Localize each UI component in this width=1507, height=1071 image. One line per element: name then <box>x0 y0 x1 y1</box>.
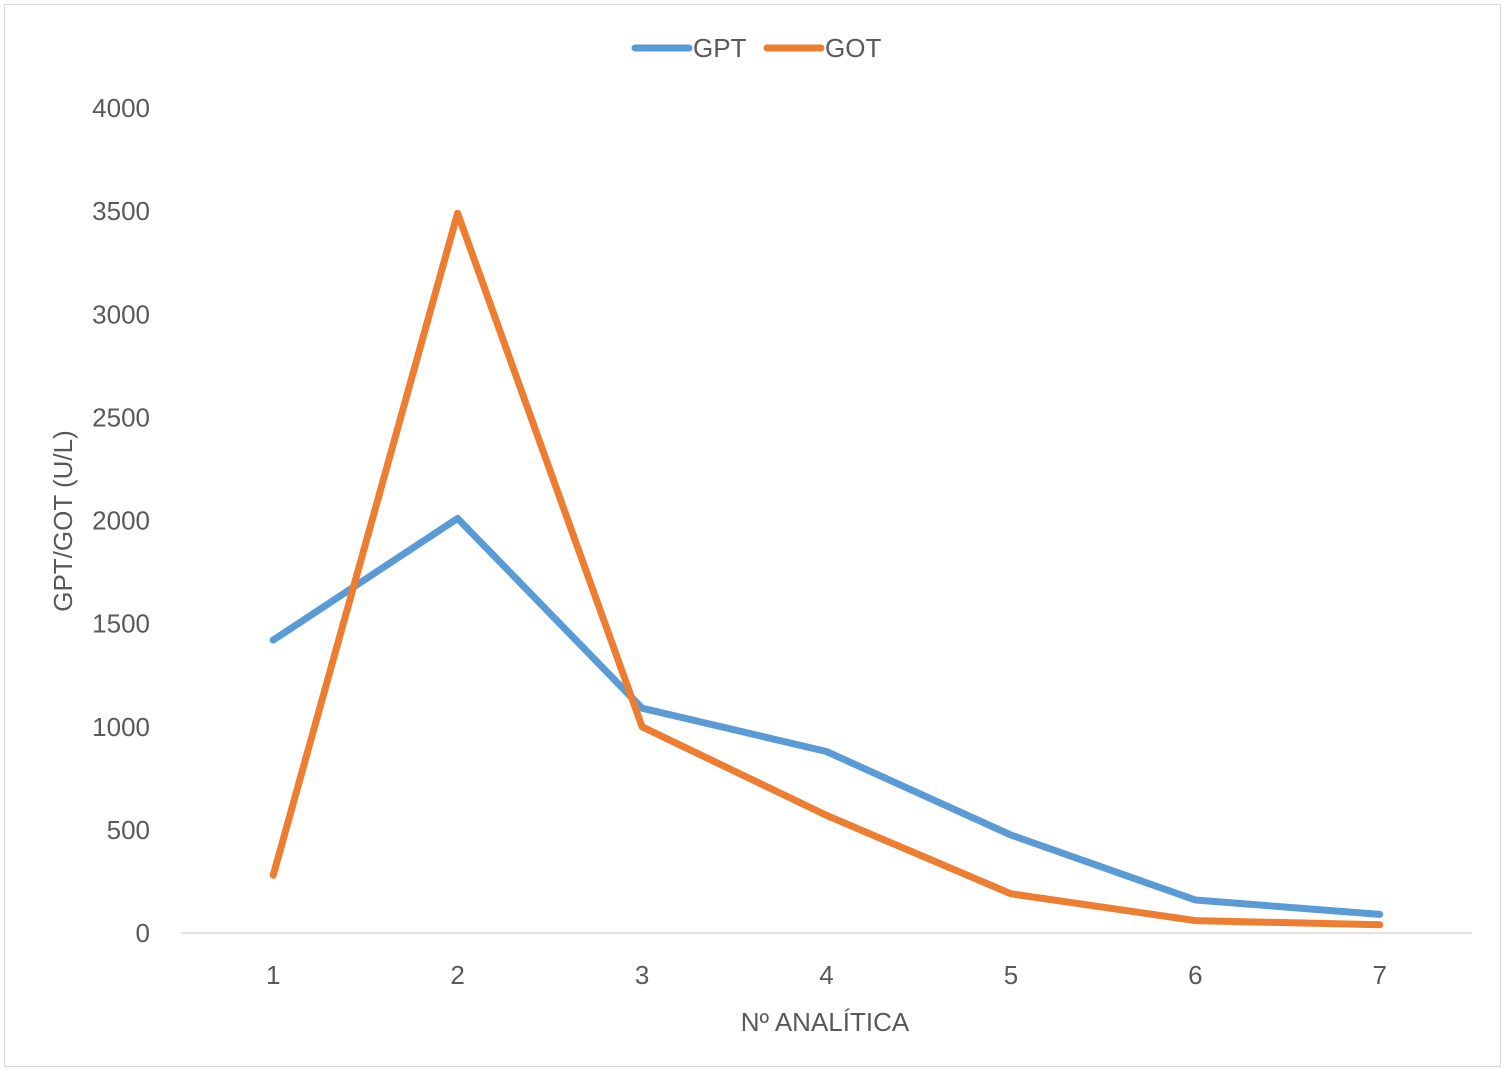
y-axis-ticks: 0 500 1000 1500 2000 2500 3000 3500 4000 <box>92 93 150 948</box>
legend: GPT GOT <box>631 33 881 63</box>
x-tick-label: 6 <box>1188 960 1202 990</box>
line-chart: GPT GOT 05001000150020002500300035004000 … <box>48 33 1472 1037</box>
x-tick-label: 5 <box>1004 960 1018 990</box>
y-tick-label: 500 <box>107 815 150 845</box>
x-tick-label: 1 <box>266 960 280 990</box>
y-tick-label: 1500 <box>92 609 150 639</box>
y-axis-title: GPT/GOT (U/L) <box>48 430 78 612</box>
x-axis-title: Nº ANALÍTICA <box>741 1007 910 1037</box>
x-axis-ticks: 1 2 3 4 5 6 7 <box>266 960 1387 990</box>
series-line-gpt <box>269 514 1384 918</box>
x-tick-label: 2 <box>450 960 464 990</box>
y-tick-label: 0 <box>136 918 150 948</box>
x-tick-label: 7 <box>1373 960 1387 990</box>
x-tick-label: 4 <box>819 960 833 990</box>
legend-label-got: GOT <box>825 33 881 63</box>
x-tick-label: 3 <box>635 960 649 990</box>
y-tick-label: 3000 <box>92 299 150 329</box>
y-tick-label: 2000 <box>92 506 150 536</box>
y-tick-label: 4000 <box>92 93 150 123</box>
series-lines <box>269 209 1384 929</box>
chart-frame: GPT GOT 0 500 1000 1500 2000 2500 3000 3500 4000 … <box>4 4 1501 1067</box>
legend-label-gpt: GPT <box>693 33 747 63</box>
y-tick-label: 2500 <box>92 402 150 432</box>
y-tick-label: 3500 <box>92 196 150 226</box>
series-line-got <box>269 209 1384 929</box>
y-tick-label: 1000 <box>92 712 150 742</box>
